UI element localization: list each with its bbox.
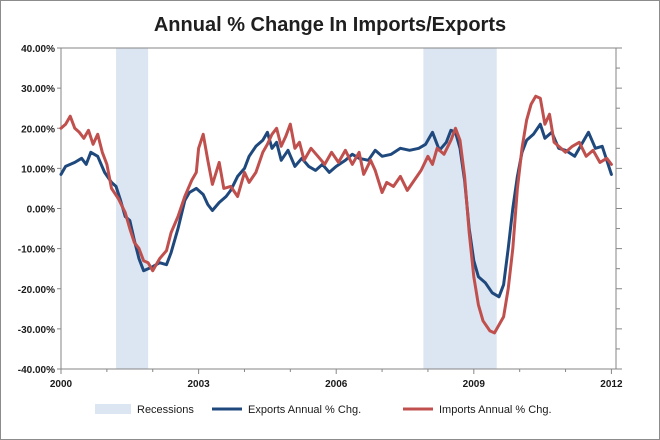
legend-label-imports: Imports Annual % Chg.: [439, 404, 552, 416]
y-tick-label: 0.00%: [27, 205, 55, 216]
x-tick-label: 2003: [187, 379, 210, 390]
y-tick-label: -40.00%: [18, 365, 55, 376]
y-tick-label: -10.00%: [18, 245, 55, 256]
y-tick-label: 30.00%: [21, 84, 55, 95]
y-tick-label: 40.00%: [21, 44, 55, 55]
legend-label-exports: Exports Annual % Chg.: [248, 404, 361, 416]
x-tick-label: 2009: [463, 379, 486, 390]
data-series: [59, 94, 613, 335]
x-tick-label: 2000: [50, 379, 73, 390]
legend-label-recessions: Recessions: [137, 404, 194, 416]
y-tick-label: 10.00%: [21, 164, 55, 175]
y-tick-label: -30.00%: [18, 325, 55, 336]
recession-band-2: [423, 48, 497, 369]
chart-title: Annual % Change In Imports/Exports: [154, 14, 506, 36]
imports-series-line: [59, 94, 613, 335]
x-tick-label: 2006: [325, 379, 348, 390]
recession-bands: [116, 48, 497, 369]
axis-ticks: 40.00% 30.00% 20.00% 10.00% 0.00% -10.00% -20.…: [18, 44, 623, 390]
recession-band-1: [116, 48, 149, 369]
y-tick-label: -20.00%: [18, 285, 55, 296]
y-tick-label: 20.00%: [21, 124, 55, 135]
legend-swatch-recessions: [95, 404, 131, 414]
legend: Recessions Exports Annual % Chg. Imports…: [95, 404, 552, 416]
x-tick-label: 2012: [600, 379, 623, 390]
